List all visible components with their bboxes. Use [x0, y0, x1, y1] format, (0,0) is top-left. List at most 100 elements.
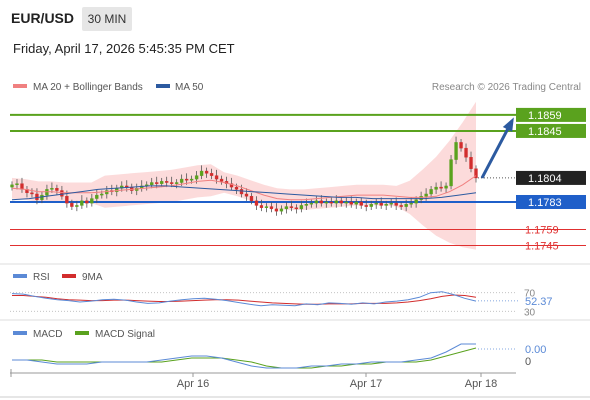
- macd-panel: 0.000: [12, 343, 546, 369]
- legend-swatch-ma20: [13, 84, 27, 88]
- candle-body: [179, 178, 184, 183]
- timeframe-button[interactable]: 30 MIN: [82, 7, 132, 31]
- resistance-level-value: 1.1845: [528, 126, 562, 138]
- candle-body: [334, 200, 338, 204]
- candle-body: [35, 193, 39, 200]
- candle-body: [159, 181, 164, 184]
- candle-body: [404, 204, 408, 207]
- rsi-tick-label: 30: [524, 307, 536, 318]
- candle-body: [439, 186, 443, 189]
- candle-body: [434, 186, 438, 190]
- candle-body: [234, 186, 239, 190]
- candle-body: [219, 178, 224, 182]
- candle-body: [194, 175, 199, 180]
- candle-body: [279, 208, 284, 212]
- support-level-value: 1.1745: [525, 241, 559, 253]
- candle-body: [100, 193, 104, 196]
- moving-averages: [11, 175, 477, 201]
- candle-body: [379, 202, 383, 206]
- legend-swatch-rsi: [13, 274, 27, 278]
- legend-label-macd-signal: MACD Signal: [95, 329, 155, 340]
- rsi-last-value: 52.37: [525, 296, 553, 308]
- candlesticks: [10, 136, 478, 216]
- legend-swatch-rsi-ma: [62, 274, 76, 278]
- bollinger-band: [12, 101, 476, 250]
- price-levels: [10, 113, 586, 247]
- legend-label-ma20: MA 20 + Bollinger Bands: [33, 82, 143, 93]
- candle-body: [409, 202, 413, 205]
- candle-body: [294, 207, 299, 210]
- candle-body: [50, 188, 54, 190]
- candle-body: [374, 202, 378, 205]
- legend-label-ma50: MA 50: [175, 82, 204, 93]
- candle-body: [244, 193, 249, 197]
- bollinger-band-area: [12, 101, 476, 250]
- candle-body: [329, 201, 333, 204]
- candle-body: [65, 196, 69, 204]
- candle-body: [80, 200, 84, 206]
- candle-body: [469, 157, 473, 169]
- candle-body: [204, 170, 209, 174]
- candle-body: [304, 204, 309, 206]
- candle-body: [459, 142, 463, 149]
- x-axis: Apr 16 Apr 17 Apr 18: [10, 369, 516, 390]
- candle-body: [174, 182, 179, 184]
- candle-body: [55, 188, 59, 191]
- candle-body: [414, 199, 418, 204]
- last-price-value: 1.1804: [528, 173, 562, 185]
- candle-body: [10, 184, 14, 188]
- candle-body: [60, 190, 64, 197]
- ma20-line: [11, 175, 477, 201]
- rsi-line: [11, 291, 477, 307]
- x-axis-tick-label: Apr 17: [350, 378, 382, 390]
- candle-body: [424, 193, 428, 197]
- candle-body: [289, 206, 294, 208]
- candle-body: [164, 181, 169, 183]
- candle-body: [85, 200, 89, 204]
- candle-body: [30, 192, 34, 195]
- candle-body: [184, 178, 189, 181]
- candle-body: [155, 182, 159, 184]
- candle-body: [229, 183, 234, 188]
- x-axis-tick-label: Apr 18: [465, 378, 497, 390]
- candle-body: [344, 201, 348, 204]
- pair-title: EUR/USD: [11, 10, 75, 26]
- resistance-level-value: 1.1859: [528, 110, 562, 122]
- candle-body: [259, 205, 264, 208]
- legend-swatch-ma50: [156, 84, 170, 88]
- legend-swatch-macd-signal: [75, 331, 89, 335]
- candle-body: [454, 142, 458, 160]
- candle-body: [364, 205, 368, 207]
- level-labels: 1.1859 1.1845 1.1804 1.1783 1.1759 1.1745: [516, 107, 586, 253]
- macd-signal-line: [12, 347, 477, 369]
- credit-text: Research © 2026 Trading Central: [432, 82, 581, 93]
- forecast-arrow-shaft: [480, 120, 514, 179]
- rsi-ma-line: [12, 294, 477, 305]
- macd-zero-label: 0: [525, 356, 531, 368]
- candle-body: [314, 200, 319, 204]
- candle-body: [319, 200, 324, 204]
- candle-body: [214, 175, 219, 180]
- candle-body: [444, 185, 448, 189]
- candle-body: [284, 206, 289, 210]
- candle-body: [349, 201, 353, 205]
- candle-body: [464, 147, 468, 158]
- candle-body: [394, 202, 398, 206]
- legend-label-rsi-ma: 9MA: [82, 272, 103, 283]
- candle-body: [249, 196, 254, 202]
- candle-body: [95, 194, 99, 199]
- candle-body: [75, 205, 79, 207]
- candle-body: [449, 159, 453, 187]
- candle-body: [324, 201, 329, 204]
- candle-body: [359, 201, 363, 206]
- pivot-level-tag: [516, 194, 586, 209]
- legend-swatch-macd: [13, 331, 27, 335]
- legend-label-rsi: RSI: [33, 272, 50, 283]
- last-price-tag: [516, 170, 586, 185]
- candle-body: [429, 189, 433, 195]
- candle-body: [15, 183, 19, 186]
- candle-body: [474, 168, 478, 179]
- candle-body: [189, 178, 194, 181]
- legend-label-macd: MACD: [33, 329, 62, 340]
